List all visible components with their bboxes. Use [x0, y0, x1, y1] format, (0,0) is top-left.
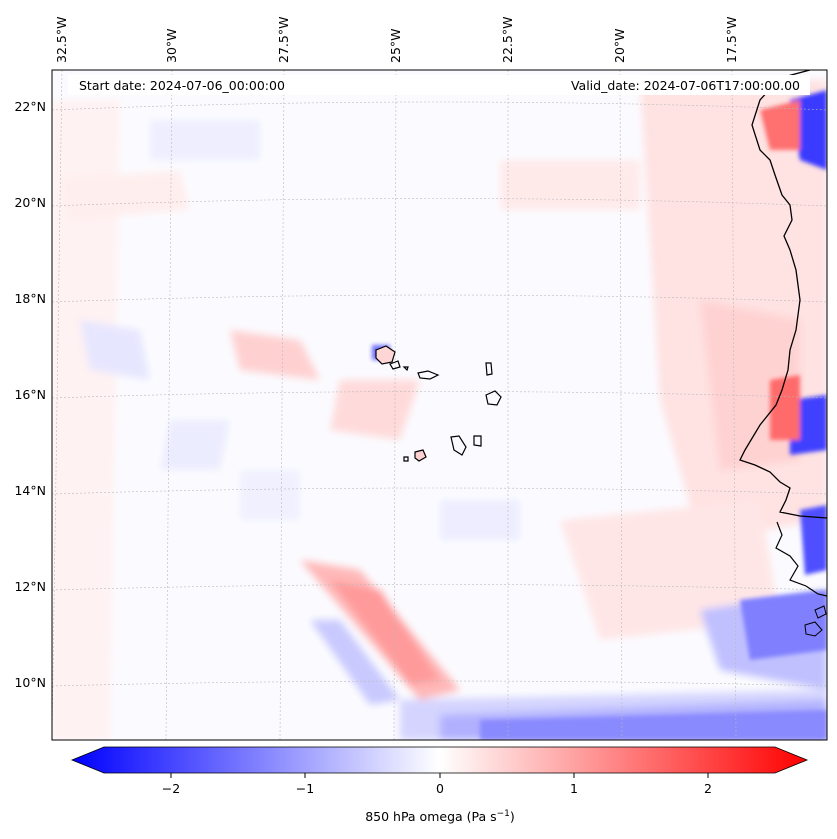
island-fogo [414, 449, 427, 462]
lon-label: 25°W [388, 28, 403, 63]
lat-label: 20°N [14, 195, 46, 210]
colorbar-tick-label: 2 [704, 781, 712, 796]
colorbar-tick-label: −1 [296, 781, 314, 796]
map-panel [52, 70, 827, 740]
island-sal [485, 362, 493, 376]
africa-coastline [739, 70, 827, 519]
lat-label: 14°N [14, 483, 46, 498]
lon-label: 27.5°W [276, 17, 291, 63]
island-sao-vicente [389, 360, 401, 370]
map-frame [51, 69, 828, 741]
colorbar-axis-label: 850 hPa omega (Pa s−1) [365, 809, 515, 824]
island-sao-nicolau [417, 370, 440, 380]
start-date-label: Start date: 2024-07-06_00:00:00 [79, 78, 285, 93]
longitude-labels: 32.5°W 30°W 27.5°W 25°W 22.5°W 20°W 17.5… [54, 17, 739, 63]
colorbar-tick-label: 0 [436, 781, 444, 796]
island-santa-luzia [402, 366, 409, 372]
coastal-island [814, 605, 827, 619]
island-boa-vista [485, 390, 502, 406]
lat-label: 22°N [14, 99, 46, 114]
lon-label: 20°W [612, 28, 627, 63]
lon-label: 30°W [164, 28, 179, 63]
lon-label: 32.5°W [54, 17, 69, 63]
colorbar-label-close: ) [510, 809, 515, 824]
lat-label: 18°N [14, 291, 46, 306]
cape-verde-islands [375, 345, 502, 462]
lon-label: 22.5°W [500, 17, 515, 63]
colorbar: −2 −1 0 1 2 850 hPa omega (Pa s−1) [70, 746, 809, 824]
island-brava [403, 456, 409, 462]
colorbar-bar [70, 746, 809, 774]
latitude-labels: 22°N 20°N 18°N 16°N 14°N 12°N 10°N [14, 99, 46, 690]
lat-label: 10°N [14, 675, 46, 690]
island-santo-antao [375, 345, 396, 365]
omega-coastal-extremes [372, 90, 827, 740]
colorbar-label-sup: −1 [497, 809, 510, 819]
lon-label: 17.5°W [724, 17, 739, 63]
lat-label: 16°N [14, 387, 46, 402]
colorbar-tick-label: −2 [162, 781, 180, 796]
graticule [52, 70, 827, 740]
colorbar-label-main: 850 hPa omega (Pa s [365, 809, 496, 824]
coastal-island [804, 621, 823, 637]
header-box [68, 75, 810, 95]
lat-label: 12°N [14, 579, 46, 594]
valid-date-label: Valid_date: 2024-07-06T17:00:00.00 [571, 78, 800, 93]
guinea-coastline [775, 521, 827, 597]
colorbar-tick-label: 1 [570, 781, 578, 796]
island-maio [473, 435, 482, 447]
island-santiago [450, 435, 467, 456]
